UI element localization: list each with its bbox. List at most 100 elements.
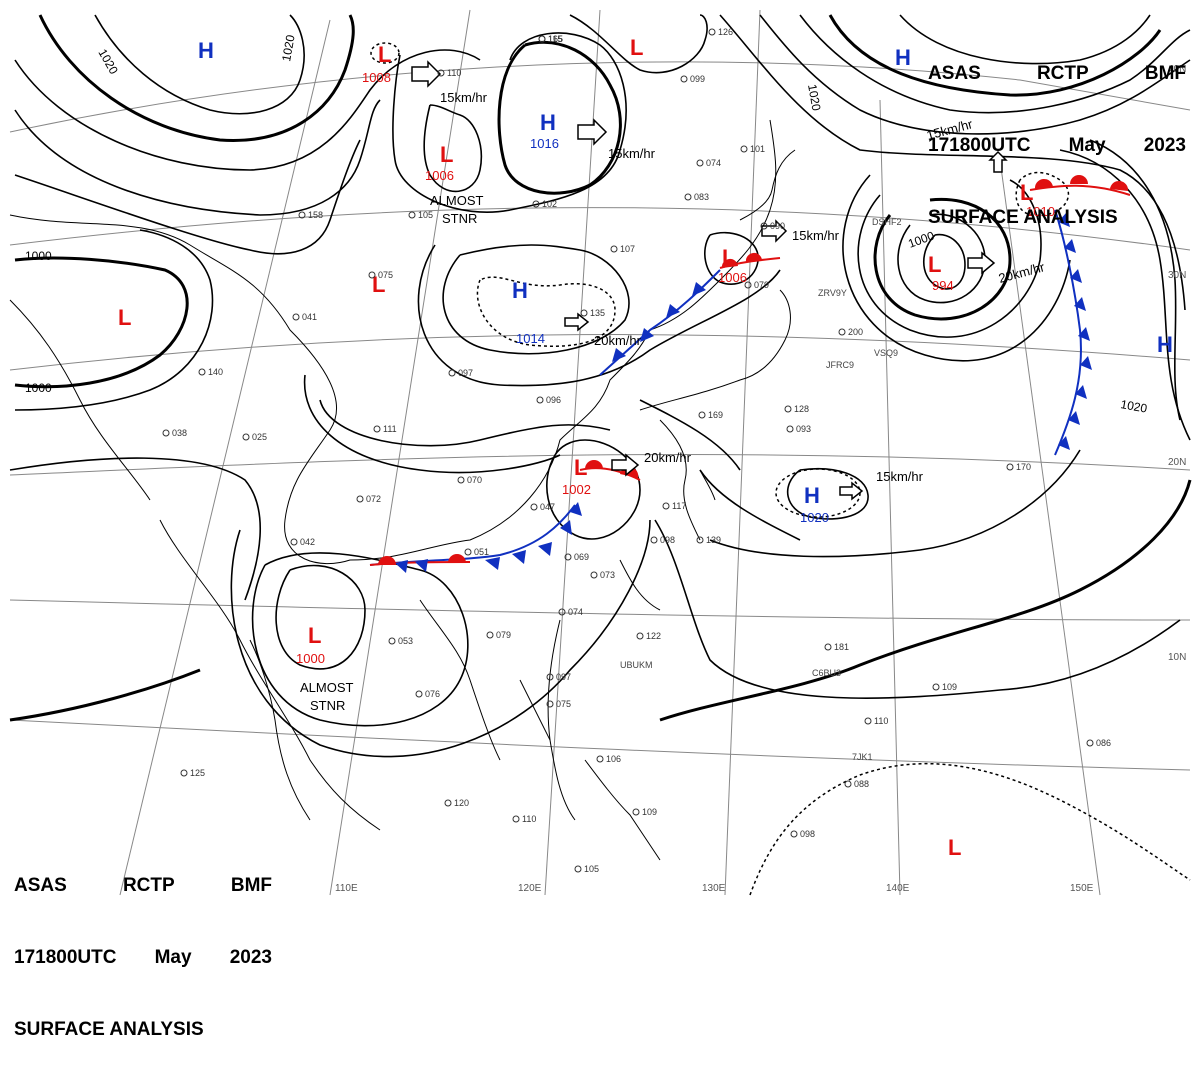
header-field: May [154,947,192,968]
station-value: 076 [425,689,440,699]
station-value: 088 [854,779,869,789]
station-marker [415,690,423,698]
station-value: 135 [590,308,605,318]
header-field: 171800UTC [14,947,117,968]
station-marker [590,571,598,579]
station-value: 181 [834,642,849,652]
station-value: 083 [694,192,709,202]
station-marker [1006,463,1014,471]
station-marker [444,799,452,807]
station-value: 110 [447,68,461,78]
note: ALMOST [300,680,354,695]
center-value: 1000 [296,651,325,666]
lat-label: 30N [1168,270,1186,281]
station-value: 042 [300,537,315,547]
center-value: 1016 [530,136,559,151]
station-marker [198,368,206,376]
station-marker [530,503,538,511]
station-value: 170 [1016,462,1031,472]
station-value: 109 [942,682,957,692]
station-value: 102 [542,199,557,209]
station-value: 070 [467,475,482,485]
station-marker [512,815,520,823]
station-value: 047 [540,502,555,512]
station-marker [558,608,566,616]
station-value: 099 [690,74,705,84]
station-marker [437,69,445,77]
station-value: 051 [474,547,489,557]
station-value: 128 [794,404,809,414]
fronts [369,175,1131,573]
station-marker [546,673,554,681]
station-value: 139 [706,535,721,545]
lon-label: 150E [1070,883,1094,894]
station-value: 097 [556,672,571,682]
center-value: 1002 [562,482,591,497]
note: ALMOST [430,193,484,208]
center-letter: H [540,110,556,135]
station-value: 110 [522,814,536,824]
station-value: 105 [584,864,599,874]
station-marker [786,425,794,433]
station-marker [632,808,640,816]
coastlines [9,119,796,861]
station-marker [932,683,940,691]
station-value: 169 [708,410,723,420]
station-marker [708,28,716,36]
station-marker [564,553,572,561]
station-marker [760,222,768,230]
station-value: 101 [750,144,765,154]
station-marker [448,369,456,377]
station-value: 140 [208,367,223,377]
center-letter: L [118,305,131,330]
header-field: 171800UTC [928,135,1031,156]
station-value: 200 [848,327,863,337]
header-top: ASAS RCTP BMF 171800UTC May 2023 SURFACE ANA… [928,14,1186,254]
movement-label: 15km/hr [792,228,840,243]
header-field: RCTP [1036,63,1089,84]
center-value: 1006 [718,270,747,285]
station-value: 041 [302,312,317,322]
lon-label: 130E [702,883,726,894]
station-marker [596,755,604,763]
station-marker [610,245,618,253]
station-value: 158 [308,210,323,220]
station-id: VSQ9 [874,348,898,358]
header-field: May [1068,135,1106,156]
station-marker [696,159,704,167]
station-marker [698,411,706,419]
center-value: 1006 [425,168,454,183]
station-marker [662,502,670,510]
station-value: 053 [398,636,413,646]
lat-label: 10N [1168,652,1186,663]
station-value: 097 [458,368,473,378]
station-marker [457,476,465,484]
center-letter: L [928,252,941,277]
station-value: 086 [1096,738,1111,748]
isobars [9,14,1192,758]
center-letter: L [630,35,643,60]
station-values: 115 126 099 110 158 105 075 041 140 038 025 111 097 0… [162,27,1111,874]
station-value: 105 [418,210,433,220]
station-value: 115 [548,34,562,44]
station-value: 074 [568,607,583,617]
station-id: JFRC9 [826,360,854,370]
lon-label: 140E [886,883,910,894]
station-value: 117 [672,501,686,511]
center-letter: L [574,455,587,480]
station-marker [242,433,250,441]
movement-label: 15km/hr [440,90,488,105]
station-value: 111 [383,424,397,434]
station-marker [538,35,546,43]
lat-label: 20N [1168,457,1186,468]
grid-labels: 110E 120E 130E 140E 150E 40N 30N 20N 10N [335,64,1186,894]
station-marker [784,405,792,413]
station-value: 093 [796,424,811,434]
station-value: 025 [252,432,267,442]
movement-label: 15km/hr [876,469,924,484]
station-marker [356,495,364,503]
station-value: 079 [754,280,769,290]
header-field: ASAS [928,63,981,84]
header-field: ASAS [14,875,67,896]
station-id: DSHF2 [872,217,902,227]
